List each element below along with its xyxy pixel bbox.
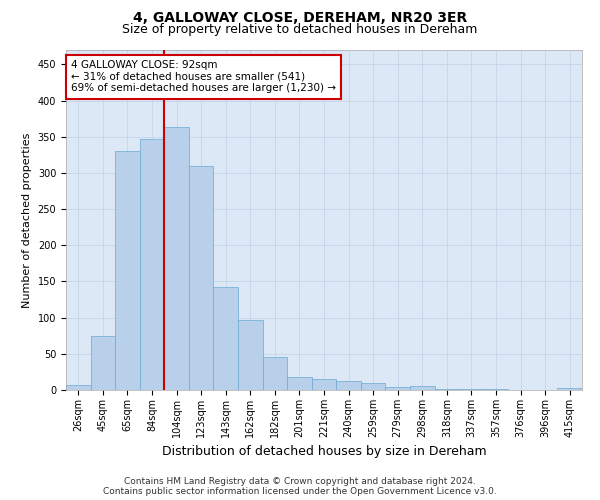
Text: 4 GALLOWAY CLOSE: 92sqm
← 31% of detached houses are smaller (541)
69% of semi-d: 4 GALLOWAY CLOSE: 92sqm ← 31% of detache…	[71, 60, 336, 94]
X-axis label: Distribution of detached houses by size in Dereham: Distribution of detached houses by size …	[161, 446, 487, 458]
Bar	[263, 356, 287, 390]
Bar	[385, 387, 410, 390]
Bar	[434, 388, 459, 390]
Bar	[312, 379, 336, 390]
Bar	[140, 139, 164, 390]
Text: Size of property relative to detached houses in Dereham: Size of property relative to detached ho…	[122, 22, 478, 36]
Bar	[459, 388, 484, 390]
Text: Contains HM Land Registry data © Crown copyright and database right 2024.
Contai: Contains HM Land Registry data © Crown c…	[103, 476, 497, 496]
Bar	[189, 166, 214, 390]
Bar	[287, 377, 312, 390]
Bar	[66, 385, 91, 390]
Bar	[91, 336, 115, 390]
Bar	[361, 383, 385, 390]
Text: 4, GALLOWAY CLOSE, DEREHAM, NR20 3ER: 4, GALLOWAY CLOSE, DEREHAM, NR20 3ER	[133, 12, 467, 26]
Bar	[336, 382, 361, 390]
Bar	[115, 152, 140, 390]
Y-axis label: Number of detached properties: Number of detached properties	[22, 132, 32, 308]
Bar	[238, 320, 263, 390]
Bar	[214, 286, 238, 390]
Bar	[164, 128, 189, 390]
Bar	[410, 386, 434, 390]
Bar	[557, 388, 582, 390]
